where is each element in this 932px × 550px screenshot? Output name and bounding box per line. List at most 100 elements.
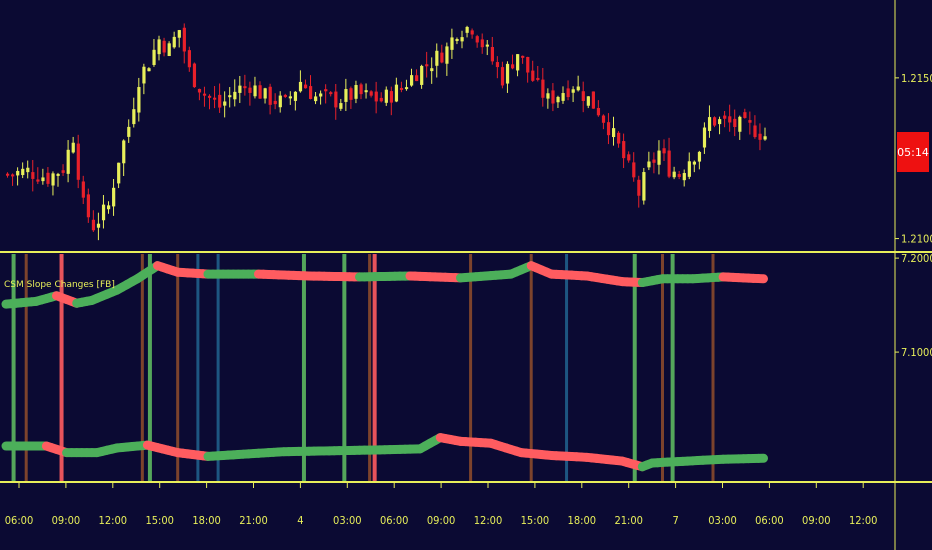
candle-body[interactable] (268, 86, 272, 105)
candle-body[interactable] (718, 119, 722, 125)
candle-body[interactable] (122, 140, 126, 164)
indicator-title[interactable]: CSM Slope Changes [FB] (4, 280, 115, 290)
candle-body[interactable] (248, 87, 252, 93)
candle-body[interactable] (531, 70, 535, 81)
candle-body[interactable] (96, 223, 101, 228)
candle-body[interactable] (167, 43, 171, 57)
candle-body[interactable] (566, 88, 570, 98)
candle-body[interactable] (263, 88, 267, 99)
candle-body[interactable] (677, 174, 681, 177)
candle-body[interactable] (526, 56, 530, 73)
candle-body[interactable] (430, 68, 434, 72)
candle-body[interactable] (56, 173, 60, 176)
candle-body[interactable] (500, 67, 505, 86)
candle-body[interactable] (702, 127, 707, 148)
candle-body[interactable] (329, 92, 333, 95)
candle-body[interactable] (147, 68, 151, 72)
candle-body[interactable] (576, 86, 580, 91)
candle-body[interactable] (435, 50, 439, 66)
candle-body[interactable] (637, 179, 641, 196)
candle-body[interactable] (314, 96, 318, 102)
price-axis[interactable]: 1.21500 1.21000 (895, 72, 932, 246)
candle-body[interactable] (192, 63, 197, 88)
candle-body[interactable] (303, 84, 308, 89)
candle-body[interactable] (223, 101, 227, 106)
candle-body[interactable] (465, 26, 469, 33)
candle-body[interactable] (455, 39, 459, 42)
candle-body[interactable] (612, 128, 616, 138)
candle-body[interactable] (622, 141, 626, 159)
candle-body[interactable] (475, 36, 479, 43)
candle-body[interactable] (101, 204, 106, 221)
candle-body[interactable] (627, 154, 631, 161)
candle-body[interactable] (652, 159, 656, 163)
candle-body[interactable] (450, 37, 454, 50)
candle-body[interactable] (728, 116, 732, 123)
candle-body[interactable] (127, 126, 131, 137)
candle-body[interactable] (495, 62, 500, 68)
candle-body[interactable] (81, 181, 85, 198)
candle-body[interactable] (6, 173, 10, 176)
candle-body[interactable] (364, 90, 368, 93)
candle-body[interactable] (31, 172, 35, 179)
candle-body[interactable] (546, 93, 550, 99)
candle-body[interactable] (218, 94, 222, 108)
candle-body[interactable] (349, 88, 353, 100)
candle-body[interactable] (632, 162, 636, 178)
candle-body[interactable] (647, 161, 651, 168)
candle-body[interactable] (354, 85, 358, 99)
candle-body[interactable] (697, 151, 702, 162)
candle-body[interactable] (571, 89, 575, 93)
candle-body[interactable] (601, 115, 606, 123)
time-axis[interactable]: 06:00 09:00 12:00 15:00 18:00 21:00 4 03:00 06:0… (5, 482, 878, 527)
candle-body[interactable] (61, 170, 65, 173)
candle-body[interactable] (334, 91, 338, 108)
candle-body[interactable] (667, 150, 671, 177)
candle-body[interactable] (359, 84, 363, 95)
candle-body[interactable] (142, 66, 146, 84)
candle-body[interactable] (253, 85, 257, 97)
candle-body[interactable] (662, 148, 666, 154)
indicator-axis[interactable]: 7.20000 7.10000 (895, 252, 932, 359)
candle-body[interactable] (743, 112, 747, 118)
candle-body[interactable] (324, 89, 328, 92)
candle-body[interactable] (490, 47, 494, 62)
candle-body[interactable] (233, 91, 237, 100)
candle-body[interactable] (66, 149, 70, 174)
candle-body[interactable] (541, 79, 545, 98)
candle-body[interactable] (687, 161, 691, 177)
candle-body[interactable] (440, 52, 444, 63)
candle-body[interactable] (521, 55, 525, 58)
candle-body[interactable] (41, 177, 45, 182)
candle-body[interactable] (445, 46, 449, 64)
candle-body[interactable] (707, 117, 712, 131)
candle-body[interactable] (213, 97, 217, 100)
candle-body[interactable] (36, 179, 40, 182)
candle-body[interactable] (202, 93, 207, 96)
candle-body[interactable] (298, 81, 303, 92)
candle-body[interactable] (470, 30, 474, 35)
candle-body[interactable] (617, 132, 621, 144)
candle-body[interactable] (26, 167, 30, 173)
candle-body[interactable] (374, 91, 378, 102)
candle-body[interactable] (91, 219, 96, 231)
candle-body[interactable] (394, 84, 399, 102)
candle-body[interactable] (551, 90, 555, 104)
candle-body[interactable] (21, 168, 25, 176)
candle-body[interactable] (713, 117, 717, 126)
candle-body[interactable] (107, 205, 111, 210)
candle-body[interactable] (399, 87, 404, 90)
candle-body[interactable] (516, 54, 520, 71)
candle-body[interactable] (319, 93, 323, 97)
candle-body[interactable] (369, 91, 373, 96)
candle-body[interactable] (753, 125, 757, 138)
candle-body[interactable] (556, 96, 560, 103)
candle-body[interactable] (182, 27, 186, 52)
candle-body[interactable] (187, 50, 191, 68)
candle-body[interactable] (293, 91, 298, 101)
candle-body[interactable] (404, 87, 409, 90)
candle-body[interactable] (16, 170, 20, 176)
candle-body[interactable] (309, 86, 313, 99)
candle-body[interactable] (137, 87, 141, 113)
candle-body[interactable] (273, 100, 277, 105)
